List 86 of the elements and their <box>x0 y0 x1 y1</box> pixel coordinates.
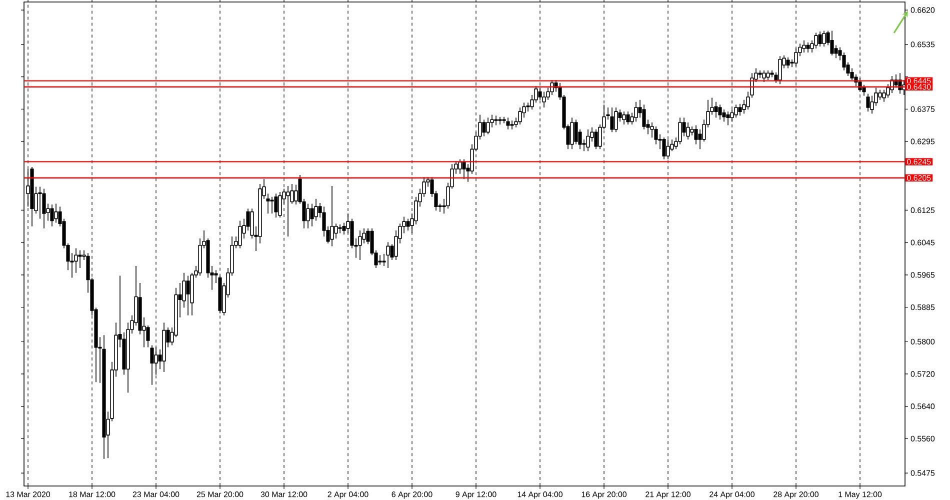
candlestick <box>126 322 130 393</box>
candlestick <box>818 31 822 47</box>
candlestick <box>186 275 190 316</box>
candlestick <box>678 117 682 145</box>
candlestick <box>654 126 658 145</box>
candlestick <box>786 56 790 69</box>
candlestick <box>334 223 338 239</box>
candlestick <box>870 95 874 114</box>
candlestick <box>574 119 578 145</box>
candlestick <box>338 224 342 234</box>
candlestick <box>878 89 882 100</box>
candlestick <box>806 42 810 53</box>
candlestick <box>270 196 274 214</box>
candlestick <box>722 109 726 122</box>
candlestick <box>310 203 314 227</box>
candlestick <box>394 230 398 260</box>
candlestick <box>518 107 522 125</box>
candlestick <box>274 193 278 218</box>
candlestick <box>30 166 34 227</box>
candlestick <box>694 124 698 145</box>
candlestick <box>42 188 46 229</box>
candlestick <box>54 203 58 224</box>
candlestick <box>406 218 410 231</box>
candlestick <box>486 117 490 135</box>
candlestick <box>38 186 42 220</box>
candlestick <box>510 120 514 130</box>
candlestick <box>494 115 498 126</box>
candlestick <box>734 104 738 118</box>
candlestick <box>718 104 722 120</box>
candlestick <box>714 101 718 118</box>
candlestick <box>538 87 542 100</box>
candlestick <box>542 91 546 108</box>
candlestick <box>882 89 886 102</box>
candlestick <box>650 122 654 138</box>
candlestick <box>794 48 798 67</box>
candlestick <box>414 196 418 225</box>
candlestick <box>386 242 390 268</box>
candlestick <box>162 322 166 372</box>
candlestick <box>802 40 806 53</box>
candlestick <box>50 204 54 227</box>
candlestick <box>814 32 818 49</box>
candlestick <box>250 208 254 239</box>
candlestick <box>78 250 82 268</box>
candlestick <box>342 222 346 235</box>
candlestick <box>738 103 742 116</box>
candlestick <box>286 186 290 237</box>
candlestick <box>138 282 142 335</box>
candlestick <box>122 332 126 376</box>
candlestick <box>314 198 318 222</box>
candlestick <box>378 254 382 266</box>
candlestick <box>626 111 630 125</box>
candlestick <box>830 30 834 56</box>
candlestick <box>362 228 366 244</box>
candlestick <box>102 334 106 460</box>
candlestick <box>594 128 598 150</box>
candlestick <box>726 111 730 126</box>
candlestick <box>330 186 334 247</box>
candlestick <box>190 272 194 316</box>
candlestick <box>278 192 282 218</box>
candlestick <box>686 122 690 140</box>
candlestick <box>258 184 262 244</box>
candlestick <box>866 93 870 112</box>
candlestick <box>622 111 626 125</box>
candlestick <box>146 325 150 348</box>
candlestick <box>586 128 590 152</box>
candlestick <box>822 30 826 47</box>
candlestick <box>74 248 78 274</box>
candlestick <box>218 275 222 314</box>
candlestick <box>358 230 362 260</box>
candlestick <box>690 126 694 136</box>
candlestick <box>526 102 530 112</box>
candlestick <box>850 68 854 80</box>
candlestick <box>634 101 638 122</box>
candlestick <box>506 117 510 130</box>
candlestick <box>642 104 646 130</box>
candlestick <box>306 203 310 229</box>
candlestick <box>874 87 878 106</box>
candlestick <box>662 137 666 160</box>
candlestick <box>742 99 746 114</box>
candlestick <box>522 102 526 118</box>
candlestick <box>570 117 574 150</box>
candlestick <box>154 346 158 376</box>
candlestick <box>666 139 670 160</box>
candlestick <box>730 109 734 122</box>
candlestick <box>842 52 846 71</box>
candlestick <box>482 119 486 137</box>
